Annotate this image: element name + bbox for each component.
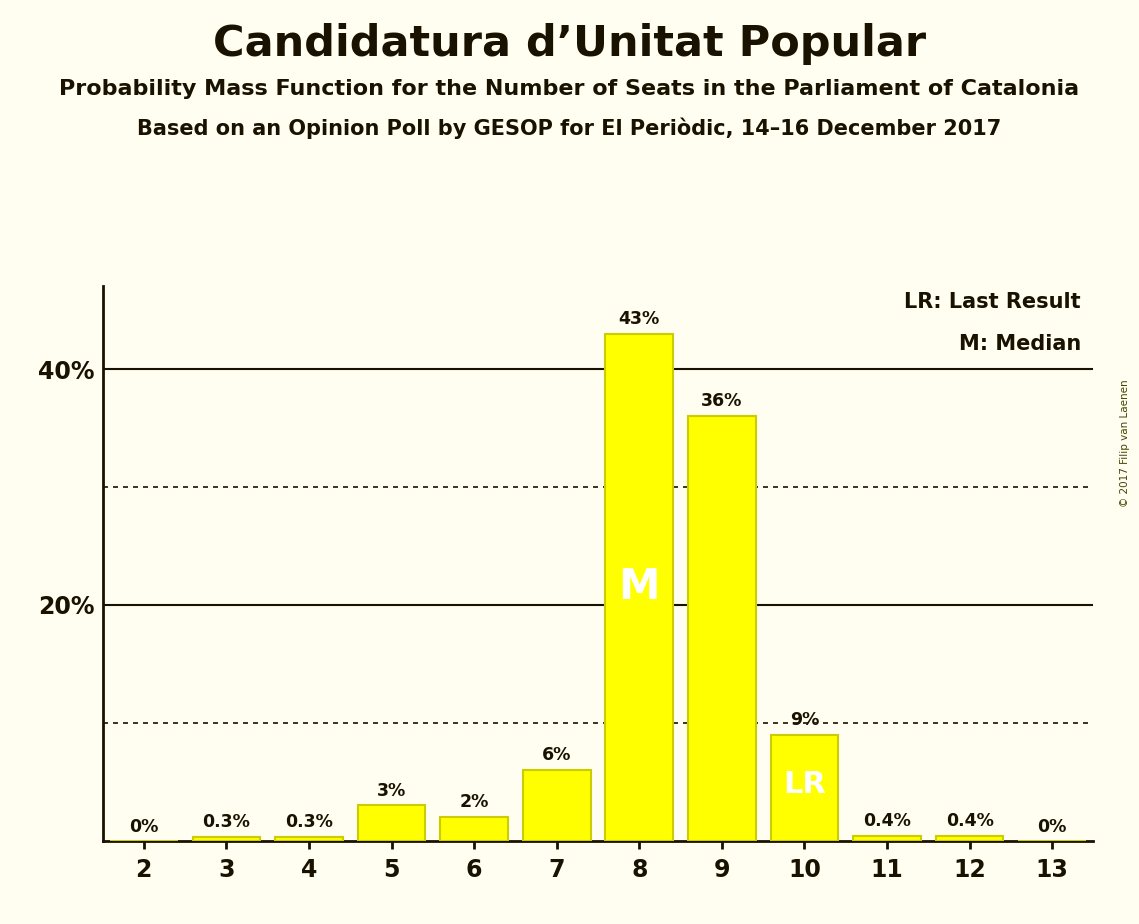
Text: 0.3%: 0.3%	[285, 813, 333, 832]
Bar	[606, 334, 673, 841]
Text: LR: LR	[782, 770, 826, 798]
Text: Candidatura d’Unitat Popular: Candidatura d’Unitat Popular	[213, 23, 926, 65]
Text: Probability Mass Function for the Number of Seats in the Parliament of Catalonia: Probability Mass Function for the Number…	[59, 79, 1080, 99]
Text: LR: Last Result: LR: Last Result	[904, 292, 1081, 312]
Text: 6%: 6%	[542, 747, 572, 764]
Text: M: M	[618, 566, 659, 608]
Text: 2%: 2%	[459, 794, 489, 811]
Bar	[688, 416, 755, 841]
Bar	[853, 836, 920, 841]
Text: © 2017 Filip van Laenen: © 2017 Filip van Laenen	[1120, 380, 1130, 507]
Text: M: Median: M: Median	[959, 334, 1081, 354]
Text: 43%: 43%	[618, 310, 659, 328]
Bar	[936, 836, 1003, 841]
Bar	[192, 837, 260, 841]
Text: 36%: 36%	[702, 393, 743, 410]
Text: 3%: 3%	[377, 782, 407, 799]
Text: 0.4%: 0.4%	[863, 812, 911, 831]
Bar	[276, 837, 343, 841]
Bar	[771, 735, 838, 841]
Bar	[523, 770, 590, 841]
Text: Based on an Opinion Poll by GESOP for El Periòdic, 14–16 December 2017: Based on an Opinion Poll by GESOP for El…	[138, 117, 1001, 139]
Text: 0.4%: 0.4%	[945, 812, 993, 831]
Bar	[441, 817, 508, 841]
Text: 0%: 0%	[1038, 818, 1067, 836]
Text: 9%: 9%	[789, 711, 819, 729]
Text: 0%: 0%	[129, 818, 158, 836]
Text: 0.3%: 0.3%	[203, 813, 251, 832]
Bar	[358, 806, 425, 841]
